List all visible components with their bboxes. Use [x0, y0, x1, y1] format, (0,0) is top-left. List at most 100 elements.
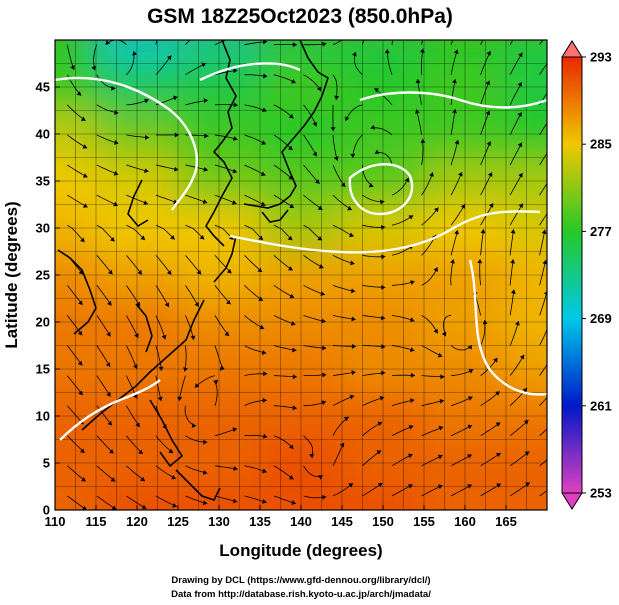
streamline — [539, 428, 547, 437]
streamline-arrowhead — [458, 171, 463, 177]
streamline — [450, 171, 463, 196]
streamline-arrowhead — [289, 293, 295, 299]
x-tick-label: 165 — [495, 514, 517, 529]
x-tick-label: 130 — [208, 514, 230, 529]
colorbar-max-arrow — [561, 40, 583, 58]
y-tick-label: 25 — [36, 268, 50, 283]
streamline — [332, 74, 338, 100]
streamline — [244, 255, 263, 273]
streamline-arrowhead — [351, 343, 356, 349]
streamline — [93, 44, 98, 71]
colorbar-min-arrow — [561, 492, 583, 510]
streamline-arrowhead — [370, 124, 376, 130]
streamline-arrowhead — [439, 398, 445, 404]
y-axis-ticks: 0 5 10 15 20 25 30 35 40 45 — [36, 80, 60, 518]
x-tick-label: 120 — [126, 514, 148, 529]
streamline — [155, 345, 162, 371]
streamline-arrowhead — [347, 30, 352, 35]
streamline-arrowhead — [376, 450, 382, 455]
streamline — [303, 134, 318, 157]
x-tick-label: 110 — [45, 514, 66, 529]
streamline-arrowhead — [549, 54, 553, 59]
streamline — [96, 255, 113, 275]
streamline-arrowhead — [542, 260, 547, 265]
streamline — [480, 229, 484, 256]
streamline-arrowhead — [106, 391, 111, 397]
streamline — [480, 50, 491, 75]
coastlines — [57, 40, 329, 501]
streamline-arrowhead — [288, 145, 293, 151]
streamline-arrowhead — [440, 374, 445, 380]
streamline-arrowhead — [80, 116, 86, 121]
streamline-arrowhead — [451, 79, 457, 84]
streamline-arrowhead — [543, 291, 547, 295]
streamline-arrowhead — [549, 144, 553, 149]
streamline-arrowhead — [384, 49, 390, 54]
streamline-arrowhead — [549, 84, 553, 89]
streamline — [155, 375, 162, 402]
streamline — [126, 224, 146, 241]
streamline-arrowhead — [143, 200, 148, 206]
streamline-arrowhead — [486, 51, 491, 56]
streamline — [362, 450, 382, 467]
streamline-arrowhead — [76, 91, 82, 96]
streamline — [273, 134, 293, 151]
streamline-arrowhead — [287, 235, 293, 241]
x-axis-label: Longitude (degrees) — [219, 541, 382, 560]
streamline-arrowhead — [517, 82, 522, 87]
streamline-arrowhead — [322, 345, 327, 351]
streamline-arrowhead — [350, 260, 355, 266]
streamline-arrowhead — [314, 179, 320, 184]
streamline-arrowhead — [450, 259, 455, 264]
streamline — [303, 104, 317, 127]
y-axis-label: Latitude (degrees) — [2, 201, 21, 348]
streamline-arrowhead — [213, 379, 219, 385]
streamline — [509, 172, 523, 196]
streamline-arrowhead — [550, 25, 555, 30]
streamline-arrowhead — [454, 230, 459, 235]
streamline-arrowhead — [145, 134, 150, 140]
streamline-arrowhead — [82, 144, 88, 149]
x-tick-label: 125 — [167, 514, 189, 529]
streamline — [273, 465, 294, 480]
streamline — [273, 435, 294, 450]
colorbar-tick-label: 285 — [590, 137, 612, 152]
streamline-arrowhead — [196, 269, 202, 275]
streamline-arrowhead — [290, 321, 296, 326]
y-tick-label: 15 — [36, 362, 50, 377]
streamline-arrowhead — [312, 151, 317, 157]
streamline — [421, 315, 439, 334]
streamline — [185, 40, 191, 45]
x-tick-label: 140 — [290, 514, 312, 529]
streamline-arrowhead — [415, 109, 420, 114]
streamline-arrowhead — [77, 360, 83, 366]
colorbar-labels: 293 285 277 269 261 253 — [582, 50, 612, 501]
streamline — [96, 465, 116, 482]
streamline — [509, 259, 514, 286]
streamline-arrowhead — [468, 369, 474, 374]
streamline-arrowhead — [202, 470, 208, 475]
streamline — [450, 204, 466, 226]
streamline-arrowhead — [486, 141, 492, 146]
streamline-arrowhead — [233, 466, 238, 471]
streamline-arrowhead — [199, 29, 204, 33]
y-tick-label: 0 — [43, 503, 50, 518]
streamline-arrowhead — [317, 235, 323, 241]
streamline-arrowhead — [172, 502, 177, 508]
streamline-arrowhead — [467, 484, 472, 489]
streamline — [155, 255, 172, 275]
streamline-arrowhead — [202, 500, 208, 506]
streamline-arrowhead — [262, 498, 267, 504]
streamline-arrowhead — [453, 49, 459, 55]
streamline — [509, 451, 530, 467]
streamline — [125, 435, 144, 455]
streamline — [155, 285, 170, 308]
streamline-arrowhead — [232, 168, 237, 174]
streamline-arrowhead — [232, 498, 238, 504]
streamline-arrowhead — [183, 367, 188, 372]
streamline-arrowhead — [170, 235, 175, 240]
streamline — [539, 152, 547, 166]
streamline — [96, 315, 111, 337]
streamline-arrowhead — [107, 300, 112, 306]
